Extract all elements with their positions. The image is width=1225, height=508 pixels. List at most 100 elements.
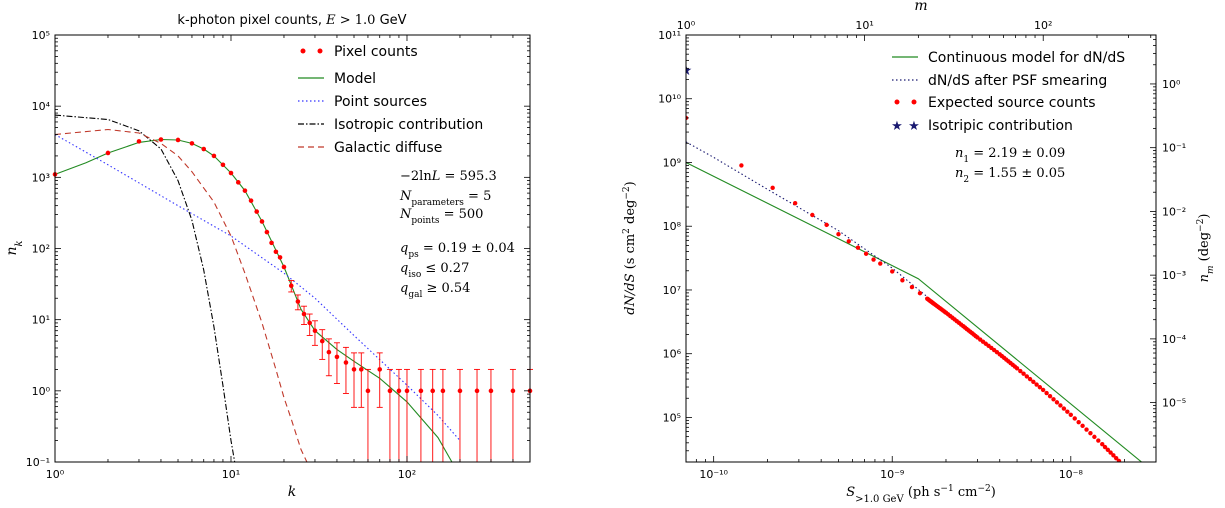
right-y-axis-label: dN/dS (s cm2 deg−2) (622, 181, 638, 315)
right-index-annotation: n1 = 2.19 ± 0.09 n2 = 1.55 ± 0.05 (955, 146, 1065, 185)
model-line (54, 138, 453, 463)
right-plot-frame (685, 34, 1157, 463)
pixel-count-point (235, 180, 241, 185)
expected-count-point (1113, 455, 1119, 461)
tick-label: 10¹ (32, 314, 50, 327)
pixel-count-point (319, 338, 325, 344)
left-legend-item-model: Model (334, 71, 376, 87)
left-fit-annotation: −2lnL = 595.3 Nparameters = 5 Npoints = … (399, 169, 515, 300)
left-plot-frame (54, 34, 531, 463)
expected-count-point (739, 163, 744, 168)
pixel-count-point (105, 150, 111, 156)
pixel-count-point (242, 188, 248, 193)
pixel-count-point (307, 320, 312, 326)
pixel-count-point (254, 209, 260, 214)
left-x-axis-label: k (288, 484, 296, 500)
expected-count-point (1084, 427, 1089, 432)
continuous-model-line (686, 162, 1143, 462)
left-data-points (52, 137, 533, 394)
pixel-count-point (136, 139, 142, 144)
expected-count-point (1116, 458, 1122, 462)
expected-count-point (824, 222, 829, 228)
expected-count-point (1092, 434, 1097, 440)
expected-count-point (846, 239, 851, 244)
pixel-count-point (377, 367, 383, 372)
pixel-count-point (418, 388, 424, 394)
tick-label: 10⁵ (32, 29, 50, 42)
svg-text:dN/dS (s cm2 deg−2): dN/dS (s cm2 deg−2) (622, 181, 638, 315)
tick-label: 10⁰ (32, 385, 51, 398)
expected-count-point (1129, 471, 1133, 475)
expected-count-point (900, 278, 905, 283)
expected-count-point (1133, 475, 1137, 479)
expected-count-point (1152, 496, 1156, 500)
tick-label: 10¹⁰ (658, 93, 681, 106)
annot-nparams: Nparameters = 5 (399, 189, 491, 208)
expected-count-point (1108, 450, 1113, 455)
expected-count-point (1150, 494, 1154, 498)
expected-count-point (1018, 368, 1023, 374)
expected-count-point (855, 245, 861, 250)
pixel-count-point (334, 354, 340, 360)
annot-loglike: −2lnL = 595.3 (400, 169, 497, 184)
tick-label: 10⁰ (46, 468, 65, 481)
expected-count-point (1031, 379, 1036, 385)
expected-count-point (1012, 364, 1018, 369)
expected-count-point (863, 251, 869, 256)
expected-count-point (1040, 387, 1046, 393)
annot-npoints: Npoints = 500 (399, 207, 483, 226)
expected-count-point (792, 200, 798, 206)
expected-count-point (1080, 423, 1085, 429)
expected-count-point (942, 309, 947, 314)
point-sources-line (54, 134, 461, 441)
pixel-count-point (343, 360, 349, 365)
expected-count-point (1061, 406, 1067, 411)
expected-count-point (1044, 390, 1049, 396)
pixel-count-point (404, 388, 410, 394)
tick-label: 10¹¹ (658, 29, 681, 42)
pixel-count-point (264, 229, 270, 235)
svg-text:★: ★ (908, 119, 920, 134)
pixel-count-point (158, 137, 164, 142)
annot-qps: qps = 0.19 ± 0.04 (400, 241, 515, 260)
tick-label: 10⁷ (663, 284, 681, 297)
pixel-count-point (351, 367, 357, 372)
pixel-count-point (326, 349, 332, 355)
expected-count-point (810, 212, 815, 218)
expected-count-point (909, 284, 915, 290)
pixel-count-point (396, 388, 402, 394)
tick-label: 10¹ (222, 468, 240, 481)
right-top-axis-label: m (914, 0, 927, 14)
expected-count-point (1088, 430, 1093, 436)
tick-label: 10² (32, 243, 50, 256)
tick-label: 10⁻¹⁰ (699, 468, 728, 481)
isotropic-star-marker: ★ (680, 63, 693, 79)
expected-count-point (1154, 498, 1158, 502)
expected-count-point (1058, 403, 1063, 408)
expected-count-point (1111, 453, 1116, 458)
left-error-bars (288, 280, 533, 462)
tick-label: 10⁰ (1162, 78, 1181, 91)
galactic-diffuse-line (54, 128, 308, 463)
tick-label: 10⁴ (32, 100, 51, 113)
right-legend-item-expected: Expected source counts (928, 95, 1096, 111)
pixel-count-point (312, 328, 318, 333)
annot-qgal: qgal ≥ 0.54 (400, 281, 470, 300)
left-legend-item-counts: Pixel counts (334, 44, 418, 60)
expected-count-point (1100, 442, 1105, 447)
expected-count-point (1137, 480, 1141, 484)
expected-count-point (917, 290, 923, 296)
legend-swatch-expected (894, 99, 900, 105)
right-secondary-y-axis-label: nm (deg−2) (1196, 214, 1216, 283)
right-series-lines (686, 141, 1143, 462)
tick-label: 10⁸ (663, 220, 682, 233)
tick-label: 10³ (32, 171, 50, 184)
pixel-count-point (387, 388, 393, 394)
expected-count-point (1021, 371, 1026, 376)
left-legend-item-gal: Galactic diffuse (334, 140, 442, 156)
tick-label: 10⁶ (663, 348, 682, 361)
tick-label: 10⁻² (1162, 205, 1186, 218)
pixel-count-point (269, 240, 274, 246)
